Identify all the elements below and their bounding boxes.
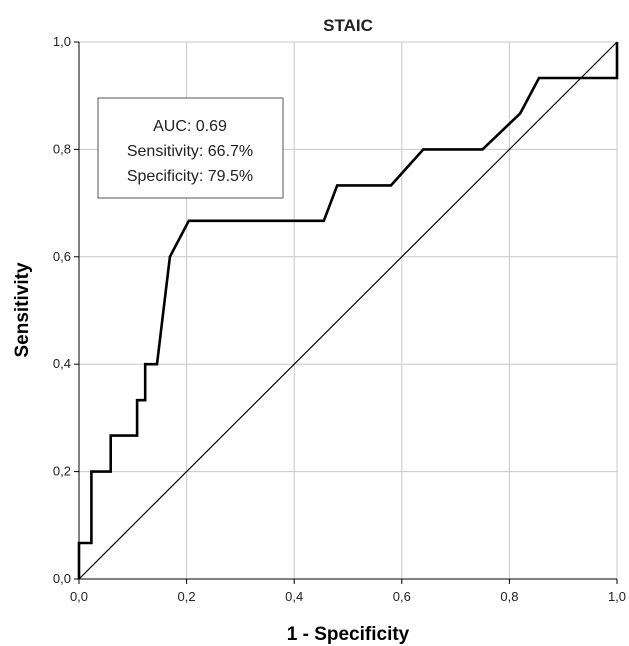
x-tick-label: 0,4 (285, 589, 303, 604)
reference-diagonal-line (78, 41, 618, 580)
y-axis-title: Sensitivity (12, 262, 33, 357)
x-axis-title: 1 - Specificity (287, 624, 410, 645)
y-tick-label: 0,0 (53, 571, 71, 586)
auc-annotation-box: AUC: 0.69 Sensitivity: 66.7% Specificity… (97, 97, 284, 199)
chart-title: STAIC (323, 16, 373, 35)
y-tick-label: 1,0 (53, 34, 71, 49)
annotation-auc: AUC: 0.69 (153, 118, 227, 135)
annotation-specificity: Specificity: 79.5% (127, 168, 253, 185)
x-tick-label: 1,0 (608, 589, 626, 604)
chart-series (77, 41, 619, 580)
y-tick-labels: 0,0 0,2 0,4 0,6 0,8 1,0 (53, 34, 79, 586)
annotation-box-frame (97, 97, 284, 199)
x-tick-labels: 0,0 0,2 0,4 0,6 0,8 1,0 (70, 579, 626, 604)
roc-curve-line (77, 42, 619, 579)
x-tick-label: 0,6 (393, 589, 411, 604)
y-tick-label: 0,2 (53, 464, 71, 479)
x-tick-label: 0,0 (70, 589, 88, 604)
y-tick-label: 0,6 (53, 249, 71, 264)
y-tick-label: 0,8 (53, 141, 71, 156)
x-tick-label: 0,2 (178, 589, 196, 604)
y-tick-label: 0,4 (53, 356, 71, 371)
x-tick-label: 0,8 (500, 589, 518, 604)
annotation-sensitivity: Sensitivity: 66.7% (127, 143, 253, 160)
